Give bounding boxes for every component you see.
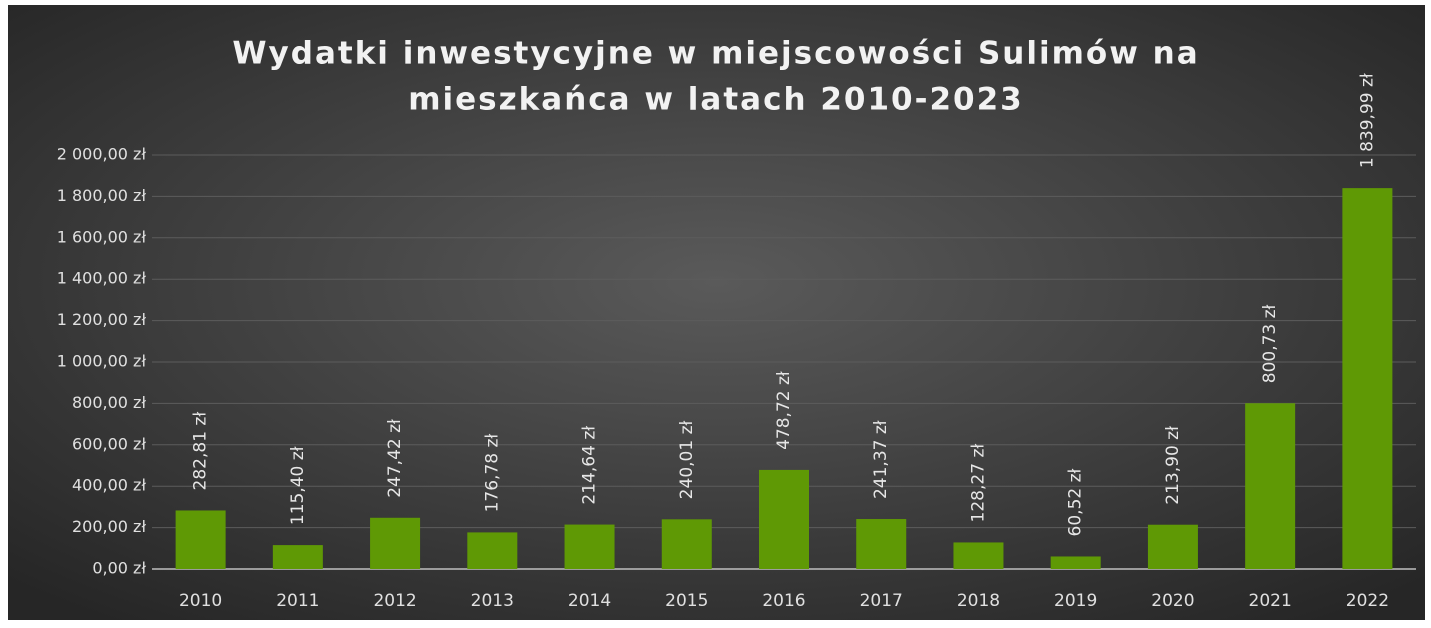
bar: [953, 542, 1004, 569]
data-label: 60,52 zł: [1066, 468, 1086, 536]
x-tick-label: 2014: [568, 591, 611, 611]
data-label: 213,90 zł: [1163, 426, 1183, 505]
x-tick-label: 2012: [373, 591, 416, 611]
bar: [564, 524, 615, 569]
data-label: 478,72 zł: [774, 371, 794, 450]
data-label: 128,27 zł: [968, 444, 988, 523]
y-tick-label: 1 400,00 zł: [57, 269, 147, 288]
data-label: 214,64 zł: [580, 426, 600, 505]
y-tick-label: 400,00 zł: [72, 476, 146, 495]
y-tick-label: 1 800,00 zł: [57, 186, 147, 205]
bar: [467, 532, 518, 569]
x-tick-label: 2018: [957, 591, 1000, 611]
data-label: 115,40 zł: [288, 446, 308, 525]
x-tick-label: 2016: [762, 591, 805, 611]
y-tick-label: 1 200,00 zł: [57, 310, 147, 329]
data-label: 241,37 zł: [871, 420, 891, 499]
x-tick-label: 2015: [665, 591, 708, 611]
bar: [661, 519, 712, 569]
data-label: 176,78 zł: [482, 434, 502, 513]
bar: [1342, 188, 1393, 569]
bar: [272, 545, 323, 569]
data-label: 800,73 zł: [1260, 304, 1280, 383]
bar: [1147, 524, 1198, 569]
chart-title: mieszkańca w latach 2010-2023: [408, 82, 1024, 118]
x-tick-label: 2013: [471, 591, 514, 611]
data-label: 1 839,99 zł: [1357, 73, 1377, 168]
x-tick-label: 2011: [276, 591, 319, 611]
y-tick-label: 2 000,00 zł: [57, 145, 147, 164]
x-tick-label: 2010: [179, 591, 222, 611]
bar: [1050, 556, 1101, 569]
y-tick-label: 200,00 zł: [72, 517, 146, 536]
data-label: 240,01 zł: [677, 421, 697, 500]
bar: [1245, 403, 1296, 569]
chart-title: Wydatki inwestycyjne w miejscowości Suli…: [232, 36, 1199, 72]
x-tick-label: 2022: [1346, 591, 1389, 611]
data-label: 282,81 zł: [191, 412, 211, 491]
bar: [175, 510, 226, 569]
y-tick-label: 800,00 zł: [72, 393, 146, 412]
y-tick-label: 0,00 zł: [92, 559, 146, 578]
bar: [370, 517, 421, 569]
y-tick-label: 1 600,00 zł: [57, 227, 147, 246]
bar: [856, 519, 907, 569]
y-tick-label: 600,00 zł: [72, 434, 146, 453]
x-tick-label: 2020: [1151, 591, 1194, 611]
bar: [759, 469, 809, 569]
x-tick-label: 2019: [1054, 591, 1097, 611]
x-tick-label: 2021: [1249, 591, 1292, 611]
x-tick-label: 2017: [860, 591, 903, 611]
chart-background: [8, 5, 1425, 620]
y-tick-label: 1 000,00 zł: [57, 352, 147, 371]
data-label: 247,42 zł: [385, 419, 405, 498]
